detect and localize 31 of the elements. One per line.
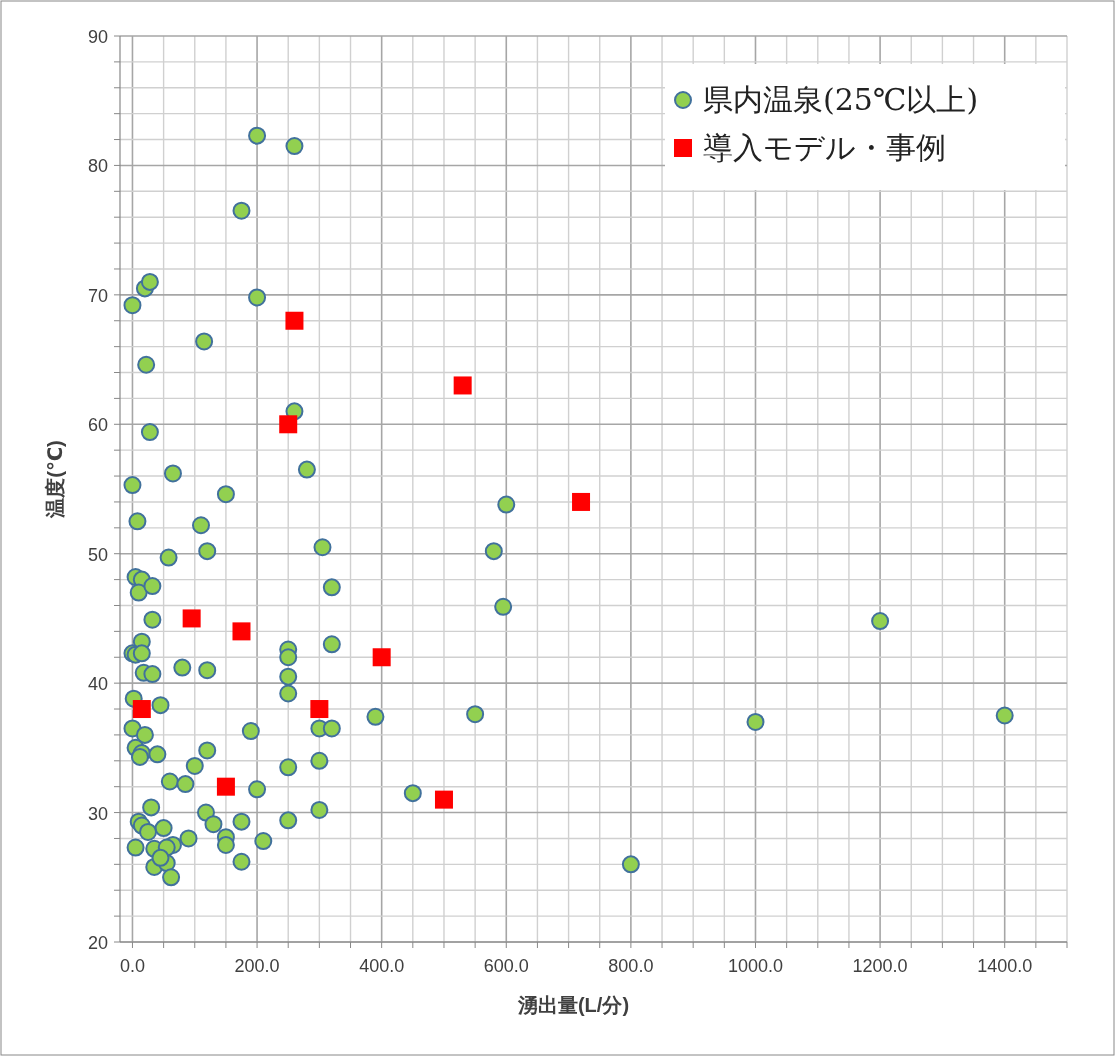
point (572, 492, 591, 511)
point (216, 777, 235, 796)
y-tick-label: 20 (87, 933, 108, 953)
legend-label: 導入モデル・事例 (703, 130, 946, 165)
point (232, 622, 251, 641)
point (372, 648, 391, 667)
x-tick-label: 1200.0 (852, 956, 908, 976)
x-axis-title: 湧出量(L/分) (516, 994, 630, 1016)
point (434, 790, 453, 809)
x-tick-label: 600.0 (483, 956, 529, 976)
x-tick-label: 1400.0 (977, 956, 1033, 976)
legend-label: 県内温泉(25℃以上) (703, 82, 979, 117)
x-tick-label: 800.0 (608, 956, 654, 976)
point (132, 700, 151, 719)
y-tick-label: 70 (87, 285, 108, 306)
point (310, 700, 329, 719)
point (279, 415, 298, 434)
y-tick-label: 90 (87, 27, 108, 47)
y-tick-label: 80 (87, 156, 108, 177)
point (285, 311, 304, 330)
y-tick-label: 30 (87, 803, 108, 824)
point (182, 609, 201, 628)
x-tick-label: 0.0 (119, 956, 145, 976)
x-tick-label: 1000.0 (727, 956, 784, 976)
y-tick-label: 60 (87, 415, 108, 436)
point (453, 376, 472, 395)
y-axis-title: 温度(℃) (44, 440, 66, 519)
y-tick-label: 40 (87, 674, 108, 695)
x-tick-label: 400.0 (359, 956, 405, 976)
x-tick-label: 200.0 (234, 956, 280, 976)
y-tick-label: 50 (87, 544, 108, 565)
